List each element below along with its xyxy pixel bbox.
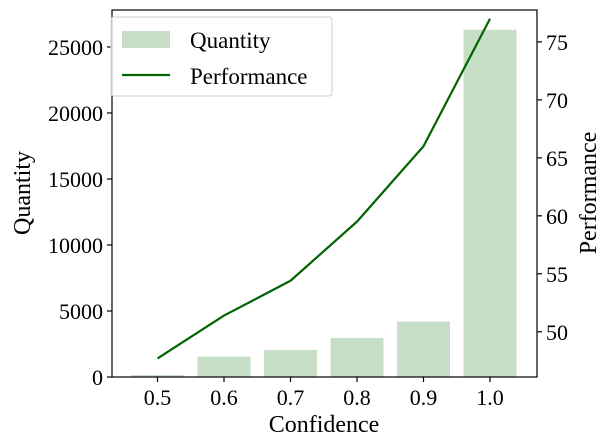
performance-line: [156, 18, 491, 360]
x-axis: 0.5 0.6 0.7 0.8 0.9 1.0: [144, 377, 504, 410]
right-y-tick-label: 50: [546, 320, 568, 345]
right-y-tick-label: 55: [546, 262, 568, 287]
quantity-bar: [131, 375, 184, 377]
left-y-axis-title: Quantity: [10, 151, 36, 235]
legend: Quantity Performance: [110, 16, 333, 97]
right-y-tick-label: 70: [546, 88, 568, 113]
legend-quantity-swatch: [122, 31, 170, 48]
legend-performance-label: Performance: [190, 64, 308, 89]
x-tick-label: 0.6: [210, 385, 238, 410]
quantity-bars: [131, 29, 517, 378]
quantity-bar: [197, 356, 251, 377]
left-y-axis: 0 5000 10000 15000 20000 25000: [48, 35, 112, 390]
left-y-tick-label: 15000: [48, 167, 103, 192]
right-y-tick-label: 65: [546, 146, 568, 171]
x-tick-label: 0.8: [343, 385, 371, 410]
x-tick-label: 0.9: [410, 385, 438, 410]
quantity-bar: [463, 29, 517, 378]
left-y-tick-label: 10000: [48, 233, 103, 258]
x-axis-title: Confidence: [269, 412, 380, 438]
left-y-tick-label: 5000: [59, 299, 103, 324]
left-y-tick-label: 20000: [48, 101, 103, 126]
quantity-bar: [264, 349, 317, 377]
quantity-bar: [330, 338, 384, 377]
plot-frame: [111, 9, 538, 378]
legend-quantity-label: Quantity: [190, 28, 271, 53]
performance-line-layer: [156, 18, 491, 360]
right-y-axis-title: Performance: [576, 132, 602, 255]
x-tick-label: 0.5: [144, 385, 172, 410]
left-y-tick-label: 0: [92, 365, 103, 390]
x-tick-label: 1.0: [476, 385, 504, 410]
right-y-tick-label: 60: [546, 204, 568, 229]
left-y-tick-label: 25000: [48, 35, 103, 60]
right-y-axis: 50 55 60 65 70 75: [537, 30, 568, 345]
right-y-tick-label: 75: [546, 30, 568, 55]
quantity-bar: [397, 321, 450, 377]
x-tick-label: 0.7: [277, 385, 305, 410]
